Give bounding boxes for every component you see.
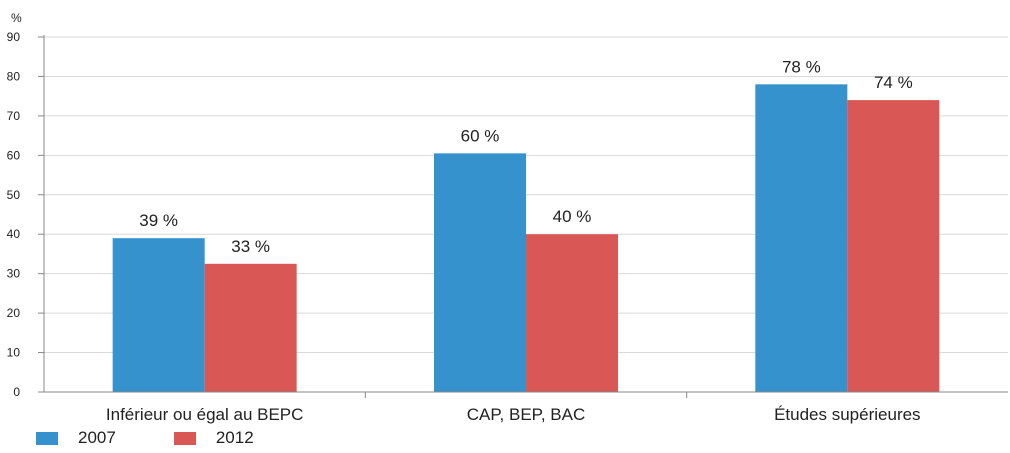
- bar-2012: [847, 100, 940, 392]
- bar-2007: [434, 153, 526, 392]
- data-label-2007: 78 %: [782, 57, 821, 76]
- legend-label-2007: 2007: [78, 428, 116, 447]
- legend-swatch-2012: [173, 431, 196, 445]
- x-tick-label: CAP, BEP, BAC: [467, 405, 585, 424]
- y-axis-unit-label: %: [11, 11, 22, 25]
- x-tick-label: Inférieur ou égal au BEPC: [106, 405, 304, 424]
- legend-swatch-2007: [36, 431, 58, 445]
- data-label-2012: 74 %: [874, 73, 913, 92]
- x-axis: Inférieur ou égal au BEPC CAP, BEP, BAC Ét…: [44, 391, 1008, 424]
- legend: 2007 2012: [36, 428, 312, 448]
- y-tick-label: 90: [7, 30, 21, 44]
- y-tick-label: 10: [7, 346, 21, 360]
- bars: 39 % 33 % 60 % 40 % 78 % 74 %: [112, 57, 940, 392]
- y-tick-label: 40: [7, 227, 21, 241]
- data-label-2007: 60 %: [461, 126, 500, 145]
- y-tick-label: 70: [7, 109, 21, 123]
- legend-item-2012: 2012: [173, 428, 254, 448]
- bar-2007: [755, 84, 848, 392]
- y-tick-label: 50: [7, 188, 21, 202]
- bar-2007: [112, 238, 205, 392]
- y-tick-label: 80: [7, 69, 21, 83]
- y-tick-label: 60: [7, 148, 21, 162]
- legend-item-2007: 2007: [36, 428, 116, 448]
- bar-2012: [204, 263, 297, 392]
- data-label-2012: 33 %: [231, 237, 270, 256]
- y-axis-ticks: 0 10 20 30 40 50 60 70 80 90: [7, 30, 45, 399]
- x-tick-label: Études supérieures: [774, 405, 920, 424]
- y-tick-label: 30: [7, 267, 21, 281]
- y-tick-label: 0: [13, 385, 20, 399]
- data-label-2012: 40 %: [553, 207, 592, 226]
- data-label-2007: 39 %: [139, 211, 178, 230]
- y-tick-label: 20: [7, 306, 21, 320]
- bar-2012: [526, 234, 618, 392]
- legend-label-2012: 2012: [215, 428, 254, 447]
